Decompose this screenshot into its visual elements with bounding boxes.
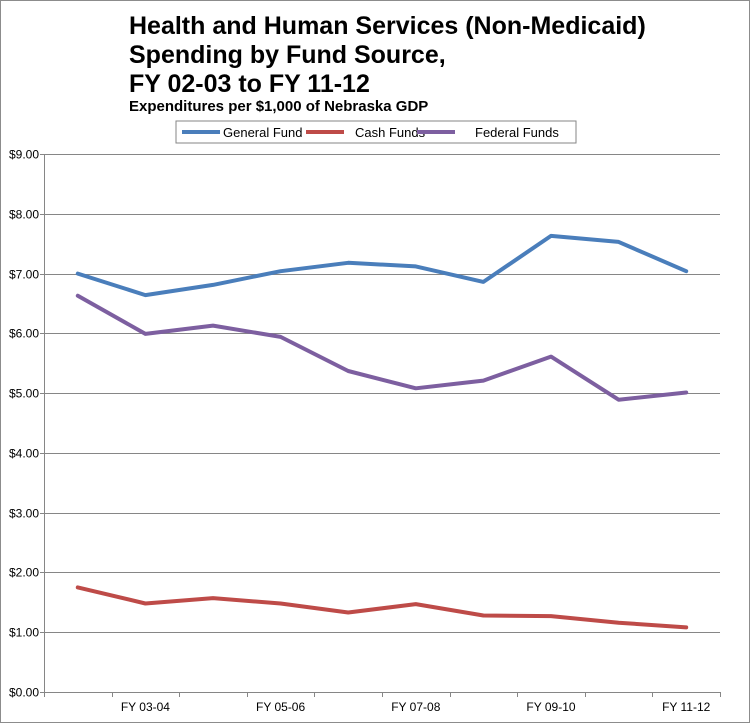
- gridlines: [44, 154, 720, 633]
- chart-title-line-1: Health and Human Services (Non-Medicaid): [129, 12, 646, 40]
- series-line-cash-funds: [75, 585, 689, 630]
- chart-title-line-3: FY 02-03 to FY 11-12: [129, 70, 370, 98]
- legend: General Fund Cash Funds Federal Funds: [175, 120, 577, 144]
- series-line-federal-funds: [75, 293, 689, 402]
- chart-subtitle: Expenditures per $1,000 of Nebraska GDP: [129, 98, 428, 115]
- chart-title-block: Health and Human Services (Non-Medicaid)…: [129, 12, 646, 115]
- x-tick-label: FY 03-04: [121, 700, 170, 714]
- y-tick-label: $2.00: [9, 566, 39, 580]
- x-tick-label: FY 09-10: [526, 700, 575, 714]
- y-tick-label: $9.00: [9, 148, 39, 162]
- series-line-general-fund: [75, 233, 689, 298]
- chart-title-line-2: Spending by Fund Source,: [129, 41, 446, 69]
- axes: [40, 154, 721, 697]
- y-tick-label: $4.00: [9, 447, 39, 461]
- y-tick-label: $1.00: [9, 626, 39, 640]
- y-tick-label: $0.00: [9, 686, 39, 700]
- y-axis-tick-labels: $0.00 $1.00 $2.00 $3.00 $4.00 $5.00 $6.00 $7.00…: [9, 148, 39, 700]
- y-tick-label: $6.00: [9, 327, 39, 341]
- x-tick-label: FY 05-06: [256, 700, 305, 714]
- y-tick-label: $5.00: [9, 387, 39, 401]
- legend-label-general-fund: General Fund: [223, 125, 303, 140]
- x-tick-label: FY 11-12: [662, 700, 711, 714]
- y-tick-label: $3.00: [9, 507, 39, 521]
- x-axis-tick-labels: FY 03-04 FY 05-06 FY 07-08 FY 09-10 FY 11-12: [121, 700, 711, 714]
- x-tick-label: FY 07-08: [391, 700, 440, 714]
- legend-label-cash-funds: Cash Funds: [355, 125, 426, 140]
- y-tick-label: $8.00: [9, 208, 39, 222]
- y-tick-label: $7.00: [9, 268, 39, 282]
- legend-box: [175, 120, 577, 144]
- legend-label-federal-funds: Federal Funds: [475, 125, 559, 140]
- series-lines: [75, 233, 689, 630]
